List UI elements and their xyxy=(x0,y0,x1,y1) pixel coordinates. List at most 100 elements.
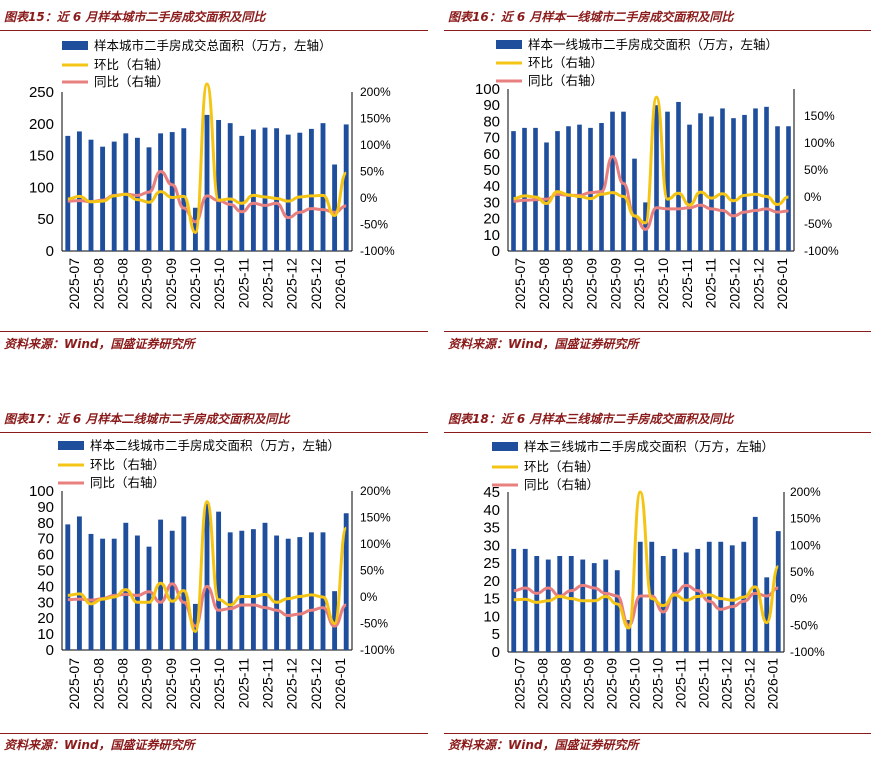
bar xyxy=(676,101,681,252)
x-tick-label: 2025-09 xyxy=(583,258,599,310)
legend-label-bars: 样本二线城市二手房成交面积（万方，左轴） xyxy=(90,438,340,453)
bar xyxy=(123,133,129,251)
x-tick-label: 2025-10 xyxy=(187,258,203,310)
right-tick-label: 100% xyxy=(360,537,391,551)
right-tick-label: -50% xyxy=(360,218,388,232)
chart-svg: 样本城市二手房成交总面积（万方，左轴） 环比（右轴） 同比（右轴） 0 50 100 150… xyxy=(29,38,395,310)
bar xyxy=(577,124,582,251)
x-tick-label: 2025-12 xyxy=(284,258,300,310)
bar xyxy=(764,577,770,652)
legend: 样本三线城市二手房成交面积（万方，左轴） 环比（右轴） 同比（右轴） xyxy=(492,439,774,492)
bar xyxy=(603,559,609,652)
bar xyxy=(610,111,615,252)
panel-fig17: 图表17：近 6 月样本二线城市二手房成交面积及同比 样本二线城市二手房成交面积… xyxy=(0,402,428,782)
bar xyxy=(100,538,106,650)
right-tick-label: 150% xyxy=(360,112,391,126)
bar xyxy=(591,563,597,652)
bar xyxy=(308,532,314,650)
bar xyxy=(533,127,538,251)
right-tick-label: -50% xyxy=(790,618,818,632)
bar xyxy=(752,516,758,652)
x-tick-label: 2025-09 xyxy=(581,658,597,710)
x-tick-label: 2025-11 xyxy=(696,658,712,709)
bar xyxy=(320,123,326,251)
x-tick-label: 2025-07 xyxy=(512,258,528,310)
source-note: 资料来源：Wind，国盛证券研究所 xyxy=(448,738,639,752)
left-tick-label: 45 xyxy=(483,484,500,501)
bar xyxy=(343,513,349,650)
left-tick-label: 40 xyxy=(483,178,500,195)
right-tick-label: 200% xyxy=(360,85,391,99)
bar xyxy=(88,533,94,650)
title-rule xyxy=(0,432,428,433)
bar xyxy=(204,503,210,650)
legend-label-yoy: 同比（右轴） xyxy=(528,73,603,88)
right-tick-label: -100% xyxy=(790,645,825,659)
x-tick-label: 2025-09 xyxy=(163,658,179,710)
bar xyxy=(753,108,758,251)
right-tick-label: 0% xyxy=(360,191,378,205)
bar xyxy=(720,108,725,251)
mom-line xyxy=(513,490,780,630)
right-tick-label: 0% xyxy=(360,590,378,604)
left-tick-label: 70 xyxy=(483,130,500,147)
bar xyxy=(731,118,736,251)
x-tick-label: 2025-08 xyxy=(536,258,552,310)
title-rule xyxy=(444,30,871,31)
bar xyxy=(181,128,187,251)
bar xyxy=(169,132,175,251)
x-tick-label: 2025-11 xyxy=(259,258,275,309)
mom-line xyxy=(67,500,348,633)
right-tick-label: 100% xyxy=(804,136,835,150)
bar xyxy=(698,113,703,251)
bar xyxy=(181,516,187,650)
bar xyxy=(308,128,314,251)
bar xyxy=(227,532,233,650)
left-tick-label: 250 xyxy=(29,84,54,101)
bar xyxy=(568,556,574,652)
source-note: 资料来源：Wind，国盛证券研究所 xyxy=(4,337,195,351)
right-tick-label: 200% xyxy=(790,485,821,499)
left-tick-label: 100 xyxy=(475,81,500,98)
x-tick-label: 2025-10 xyxy=(187,658,203,710)
x-tick-label: 2026-01 xyxy=(765,658,781,710)
bar xyxy=(544,142,549,251)
left-tick-label: 40 xyxy=(483,502,500,519)
chart-svg: 样本三线城市二手房成交面积（万方，左轴）环比（右轴）同比（右轴）05101520… xyxy=(483,439,825,710)
x-tick-label: 2025-09 xyxy=(139,658,155,710)
bar xyxy=(76,516,82,650)
bar xyxy=(718,541,724,652)
x-tick-label: 2025-12 xyxy=(750,258,766,310)
left-tick-label: 25 xyxy=(483,555,500,572)
source-rule xyxy=(0,331,428,332)
left-tick-label: 30 xyxy=(483,537,500,554)
x-tick-label: 2025-07 xyxy=(66,258,82,310)
chart-svg: 样本二线城市二手房成交面积（万方，左轴） 环比（右轴） 同比（右轴） 01020304… xyxy=(29,438,395,710)
left-tick-label: 40 xyxy=(37,578,54,595)
title-rule xyxy=(0,30,428,31)
bar xyxy=(146,147,152,251)
x-tick-label: 2025-10 xyxy=(627,658,643,710)
left-tick-label: 20 xyxy=(483,211,500,228)
left-tick-label: 200 xyxy=(29,116,54,133)
bar xyxy=(274,535,280,650)
left-tick-label: 90 xyxy=(483,97,500,114)
x-tick-label: 2025-12 xyxy=(284,658,300,710)
bar xyxy=(192,207,198,251)
x-tick-label: 2026-01 xyxy=(332,658,348,710)
bar xyxy=(297,537,303,650)
x-tick-label: 2025-08 xyxy=(114,658,130,710)
x-tick-label: 2025-07 xyxy=(512,658,528,710)
left-tick-label: 50 xyxy=(37,563,54,580)
bar xyxy=(285,134,291,251)
bar xyxy=(626,620,632,652)
left-tick-label: 20 xyxy=(37,610,54,627)
bar xyxy=(285,538,291,650)
source-note: 资料来源：Wind，国盛证券研究所 xyxy=(448,337,639,351)
bar xyxy=(742,114,747,251)
left-tick-label: 70 xyxy=(37,531,54,548)
bar xyxy=(239,135,245,251)
bar xyxy=(775,126,780,251)
bar xyxy=(216,511,222,650)
bar xyxy=(332,164,338,251)
